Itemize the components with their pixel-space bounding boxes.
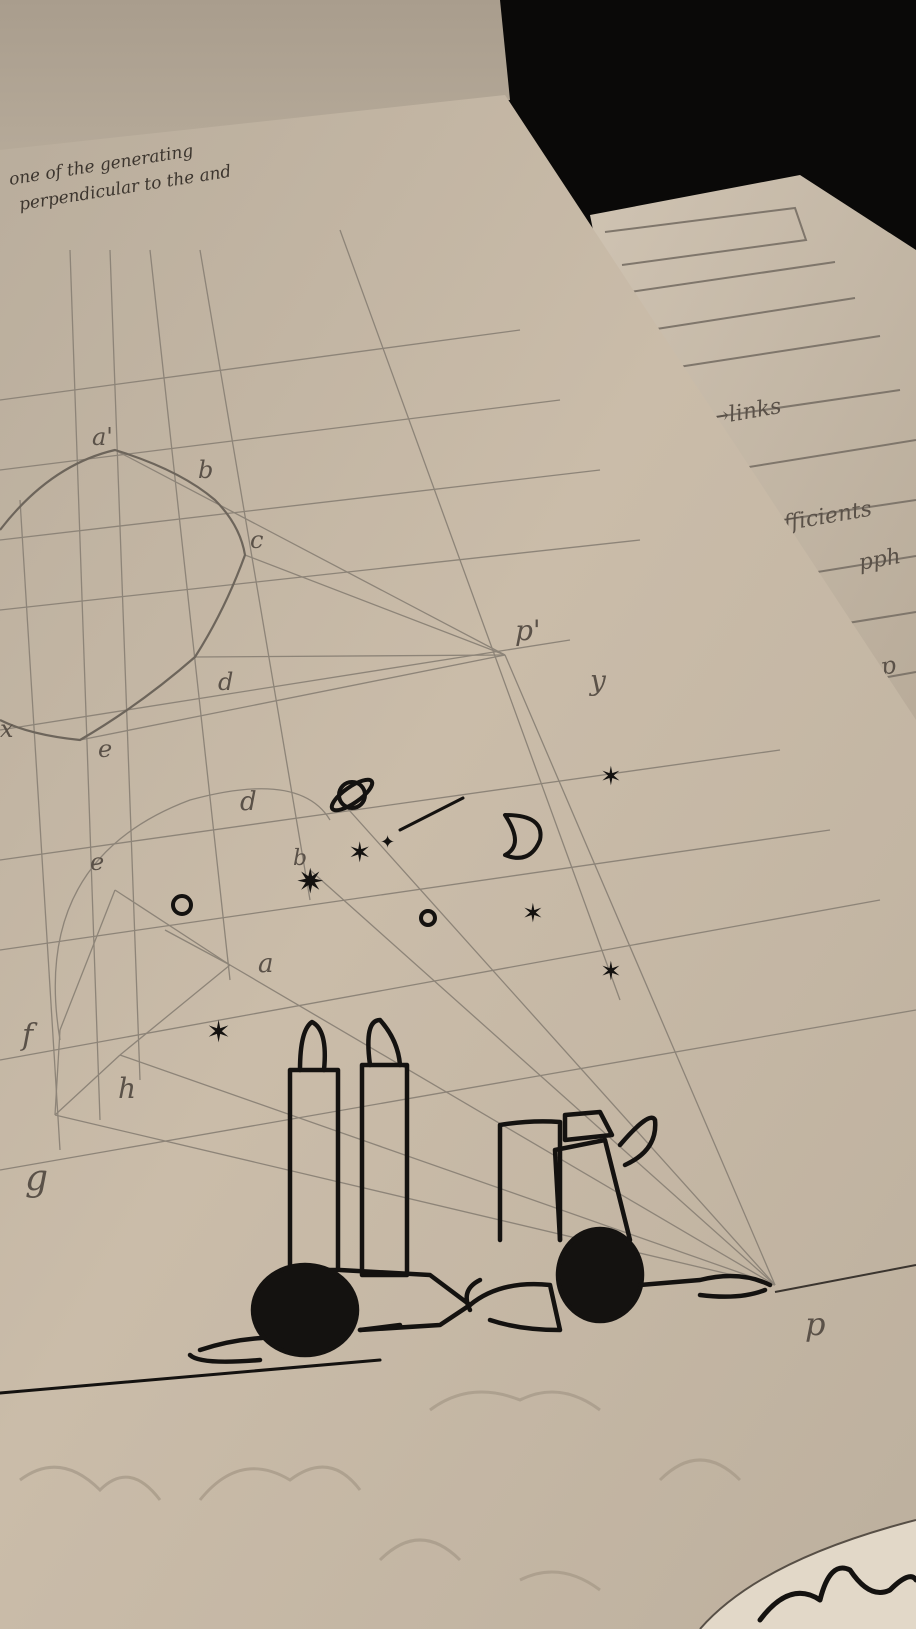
label-b-lower: b	[293, 846, 307, 871]
label-e-lower: e	[90, 848, 104, 876]
svg-text:✷: ✷	[296, 862, 325, 902]
svg-text:✶: ✶	[348, 836, 371, 869]
label-x-left: x	[0, 715, 14, 743]
label-h: h	[118, 1072, 136, 1105]
top-view-polygon	[0, 448, 247, 742]
saturn-doodle-icon	[329, 777, 375, 813]
label-a-lower: a	[258, 949, 274, 979]
svg-text:✶: ✶	[206, 1015, 231, 1050]
planet-left-icon	[171, 894, 193, 916]
svg-text:✶: ✶	[600, 762, 622, 792]
label-b-upper: b	[198, 456, 213, 484]
label-d-lower: d	[240, 787, 257, 817]
show-through-writing	[19, 1390, 742, 1592]
label-p-prime: p'	[515, 614, 541, 647]
shooting-star-trail	[398, 796, 465, 832]
svg-text:✶: ✶	[522, 899, 544, 929]
construction-lines	[0, 229, 916, 1286]
label-d-upper: d	[218, 668, 233, 696]
star-doodle-icon: ✶ ✶ ✷ ✶ ✶ ✶ ✦	[206, 762, 622, 1050]
right-horizon-line	[774, 1264, 916, 1293]
ground-ink-line	[0, 1358, 382, 1395]
label-g: g	[25, 1158, 48, 1199]
ink-doodles: ✶ ✶ ✷ ✶ ✶ ✶ ✦	[171, 762, 622, 1050]
previous-page	[0, 0, 510, 170]
ink-scrawl-bottom	[757, 1565, 916, 1623]
main-page	[0, 95, 916, 1629]
svg-text:✶: ✶	[600, 957, 622, 987]
label-y: y	[588, 664, 607, 697]
label-p: p	[805, 1305, 825, 1343]
svg-text:✦: ✦	[380, 832, 395, 853]
label-e-upper: e	[98, 735, 112, 763]
figure-right	[464, 1109, 773, 1333]
crescent-moon-icon	[503, 813, 543, 860]
label-a-prime: a'	[92, 423, 113, 451]
label-c-upper: c	[250, 526, 263, 554]
planet-small-icon	[419, 909, 437, 927]
